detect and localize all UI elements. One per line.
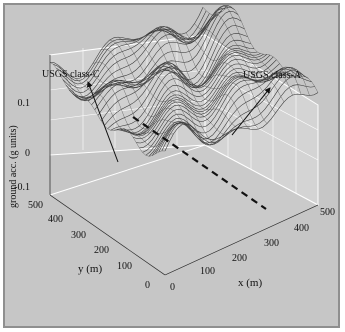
mesh-line-u [66,73,183,135]
mesh-line-u [109,39,225,144]
y-tick-label: 200 [94,245,109,256]
annotation-class-c: USGS class-C [42,69,100,80]
annotation-arrow-c [86,81,119,163]
z-axis-label: ground acc. (g units) [8,125,19,208]
mesh-line-u [202,7,319,93]
mesh-line-u [117,36,234,135]
mesh-line-u [49,62,166,157]
mesh-line-u [194,5,310,96]
x-tick-label: 100 [200,266,215,277]
x-tick-label: 0 [170,282,175,293]
y-ticks: 500 400 300 200 100 0 [28,200,150,291]
z-tick-label: -0.1 [14,182,30,193]
mesh-line-u [160,29,276,114]
mesh-line-u [83,74,200,133]
class-boundary-line [132,116,267,210]
y-tick-label: 300 [71,230,86,241]
mesh-line-u [100,48,217,145]
annotation-class-a: USGS class-A [243,70,302,81]
mesh-line-u [75,78,191,130]
y-tick-label: 500 [28,200,43,211]
z-tick-label: 0.1 [18,98,31,109]
axes-box [48,34,320,276]
mesh-line-u [185,14,302,95]
z-tick-label: 0 [25,148,30,159]
x-tick-label: 200 [232,253,247,264]
x-axis-label: x (m) [238,277,262,289]
y-tick-label: 100 [117,261,132,272]
y-tick-label: 0 [145,280,150,291]
annotation-arrow-a [231,87,271,136]
mesh-line-u [134,34,251,130]
mesh-line-u [151,26,268,124]
x-tick-label: 500 [320,207,335,218]
x-tick-label: 300 [264,238,279,249]
mesh-line-u [177,29,293,96]
z-ticks: 0.1 0 -0.1 [14,98,30,193]
y-axis-label: y (m) [78,263,102,275]
x-tick-label: 400 [294,223,309,234]
mesh-line-u [58,65,174,147]
mesh-line-u [92,61,208,140]
y-tick-label: 400 [48,214,63,225]
x-ticks: 0 100 200 300 400 500 [170,207,335,293]
mesh-line-u [126,38,242,129]
mesh-line-u [168,30,285,103]
axis-edges [49,55,319,276]
